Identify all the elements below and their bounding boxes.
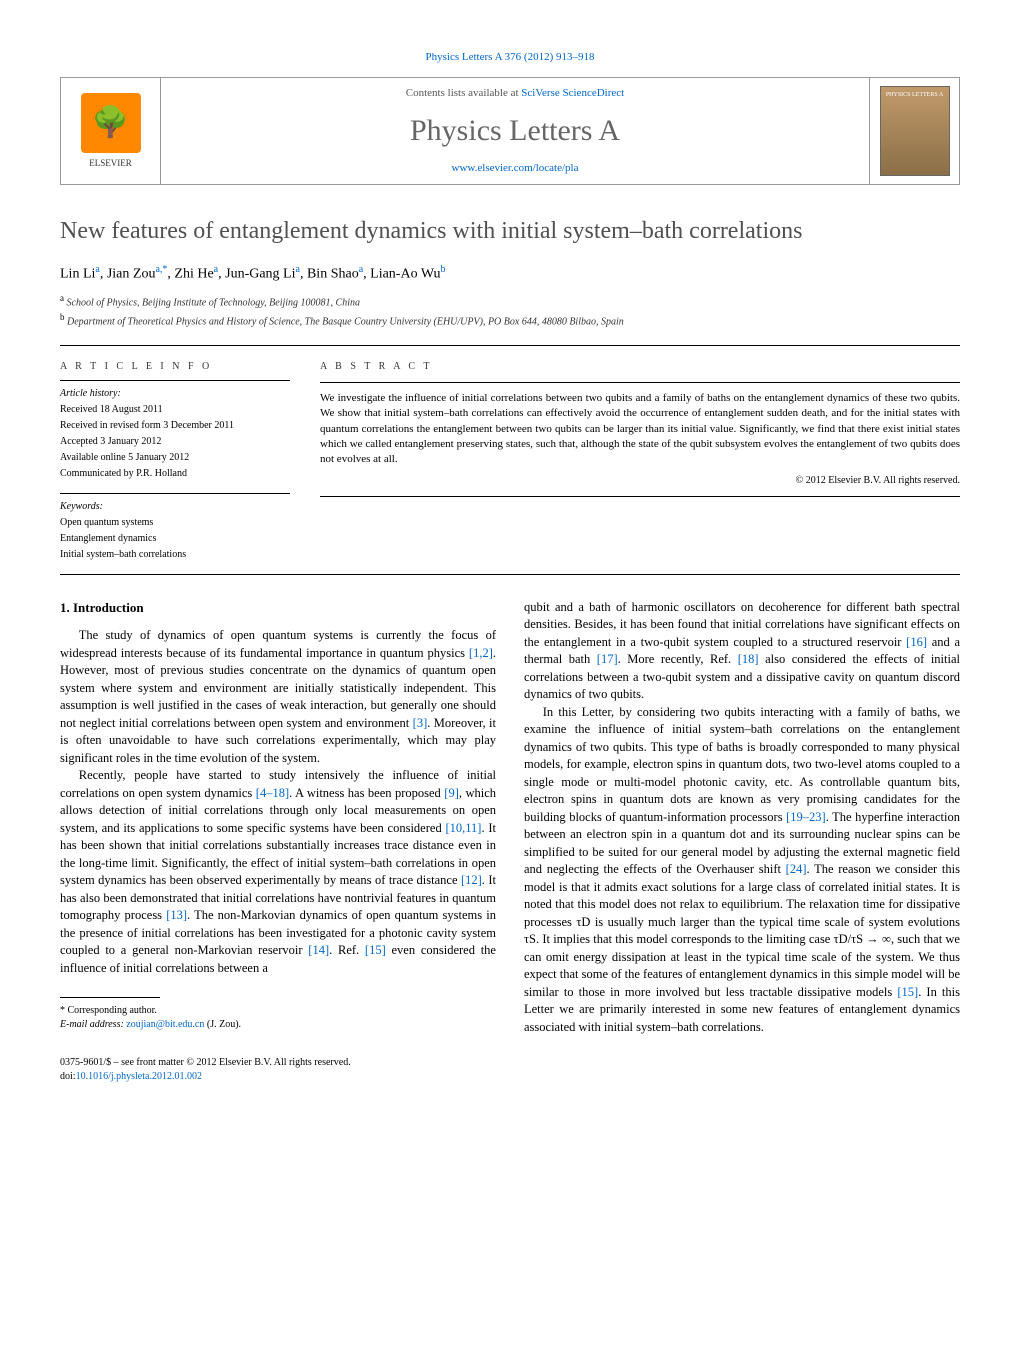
cover-image: PHYSICS LETTERS A [880, 86, 950, 176]
contents-text: Contents lists available at [406, 87, 521, 99]
paragraph-4: In this Letter, by considering two qubit… [524, 704, 960, 1037]
sciencedirect-link[interactable]: SciVerse ScienceDirect [521, 87, 624, 99]
author-1: Jian Zou [107, 267, 156, 282]
email-label: E-mail address: [60, 1019, 124, 1030]
bottom-meta: 0375-9601/$ – see front matter © 2012 El… [60, 1056, 960, 1084]
meta-abstract-row: A R T I C L E I N F O Article history: R… [60, 360, 960, 564]
author-0-aff[interactable]: a [95, 264, 99, 275]
email-name: (J. Zou). [207, 1019, 241, 1030]
revised-date: Received in revised form 3 December 2011 [60, 419, 290, 433]
top-citation: Physics Letters A 376 (2012) 913–918 [60, 50, 960, 65]
abstract-copyright: © 2012 Elsevier B.V. All rights reserved… [320, 474, 960, 488]
history-label: Article history: [60, 387, 290, 401]
author-5-aff[interactable]: b [440, 264, 445, 275]
journal-name: Physics Letters A [169, 110, 861, 152]
header-center: Contents lists available at SciVerse Sci… [161, 78, 869, 184]
aff-text-b: Department of Theoretical Physics and Hi… [67, 316, 624, 327]
author-list: Lin Lia, Jian Zoua,*, Zhi Hea, Jun-Gang … [60, 263, 960, 284]
aff-marker-b: b [60, 312, 65, 322]
publisher-name: ELSEVIER [89, 157, 132, 170]
rule-top [60, 345, 960, 346]
doi-label: doi: [60, 1071, 76, 1082]
keywords-label: Keywords: [60, 500, 290, 514]
keywords-block: Keywords: Open quantum systems Entanglem… [60, 493, 290, 562]
abstract-heading: A B S T R A C T [320, 360, 960, 374]
elsevier-tree-icon: 🌳 [81, 93, 141, 153]
section-num: 1. [60, 600, 70, 615]
author-0: Lin Li [60, 267, 95, 282]
author-5: Lian-Ao Wu [370, 267, 440, 282]
online-date: Available online 5 January 2012 [60, 451, 290, 465]
top-citation-link[interactable]: Physics Letters A 376 (2012) 913–918 [426, 51, 595, 63]
issn-line: 0375-9601/$ – see front matter © 2012 El… [60, 1056, 960, 1070]
paragraph-1: The study of dynamics of open quantum sy… [60, 627, 496, 767]
email-link[interactable]: zoujian@bit.edu.cn [126, 1019, 204, 1030]
accepted-date: Accepted 3 January 2012 [60, 435, 290, 449]
article-title: New features of entanglement dynamics wi… [60, 215, 960, 249]
author-2-aff[interactable]: a [214, 264, 218, 275]
author-3: Jun-Gang Li [225, 267, 295, 282]
abstract-text: We investigate the influence of initial … [320, 391, 960, 468]
corresponding-author: * Corresponding author. [60, 1004, 496, 1018]
abstract-rule [320, 382, 960, 383]
abstract-rule-bottom [320, 496, 960, 497]
received-date: Received 18 August 2011 [60, 403, 290, 417]
section-title: Introduction [73, 600, 144, 615]
affiliation-b: b Department of Theoretical Physics and … [60, 311, 960, 329]
journal-header: 🌳 ELSEVIER Contents lists available at S… [60, 77, 960, 185]
footnote-block: * Corresponding author. E-mail address: … [60, 1004, 496, 1032]
keyword-2: Initial system–bath correlations [60, 548, 290, 562]
doi-link[interactable]: 10.1016/j.physleta.2012.01.002 [76, 1071, 202, 1082]
author-4-aff[interactable]: a [359, 264, 363, 275]
cover-thumbnail: PHYSICS LETTERS A [869, 78, 959, 184]
article-info-heading: A R T I C L E I N F O [60, 360, 290, 374]
author-1-aff[interactable]: a,* [155, 264, 167, 275]
aff-text-a: School of Physics, Beijing Institute of … [67, 298, 361, 309]
abstract-col: A B S T R A C T We investigate the influ… [320, 360, 960, 564]
author-3-aff[interactable]: a [296, 264, 300, 275]
footnote-separator [60, 997, 160, 998]
journal-url-link[interactable]: www.elsevier.com/locate/pla [452, 162, 579, 174]
article-info-col: A R T I C L E I N F O Article history: R… [60, 360, 290, 564]
author-2: Zhi He [174, 267, 213, 282]
keyword-0: Open quantum systems [60, 516, 290, 530]
rule-bottom [60, 574, 960, 575]
author-4: Bin Shao [307, 267, 359, 282]
paragraph-2: Recently, people have started to study i… [60, 767, 496, 977]
keywords-rule [60, 493, 290, 494]
keyword-1: Entanglement dynamics [60, 532, 290, 546]
info-rule [60, 380, 290, 381]
paragraph-3: qubit and a bath of harmonic oscillators… [524, 599, 960, 704]
section-heading-1: 1. Introduction [60, 599, 496, 617]
aff-marker-a: a [60, 293, 64, 303]
doi-line: doi:10.1016/j.physleta.2012.01.002 [60, 1070, 960, 1084]
publisher-logo-box: 🌳 ELSEVIER [61, 78, 161, 184]
body-columns: 1. Introduction The study of dynamics of… [60, 599, 960, 1037]
contents-line: Contents lists available at SciVerse Sci… [169, 86, 861, 101]
email-line: E-mail address: zoujian@bit.edu.cn (J. Z… [60, 1018, 496, 1032]
page: Physics Letters A 376 (2012) 913–918 🌳 E… [0, 0, 1020, 1134]
affiliation-a: a School of Physics, Beijing Institute o… [60, 292, 960, 310]
affiliations: a School of Physics, Beijing Institute o… [60, 292, 960, 329]
communicated-by: Communicated by P.R. Holland [60, 467, 290, 481]
